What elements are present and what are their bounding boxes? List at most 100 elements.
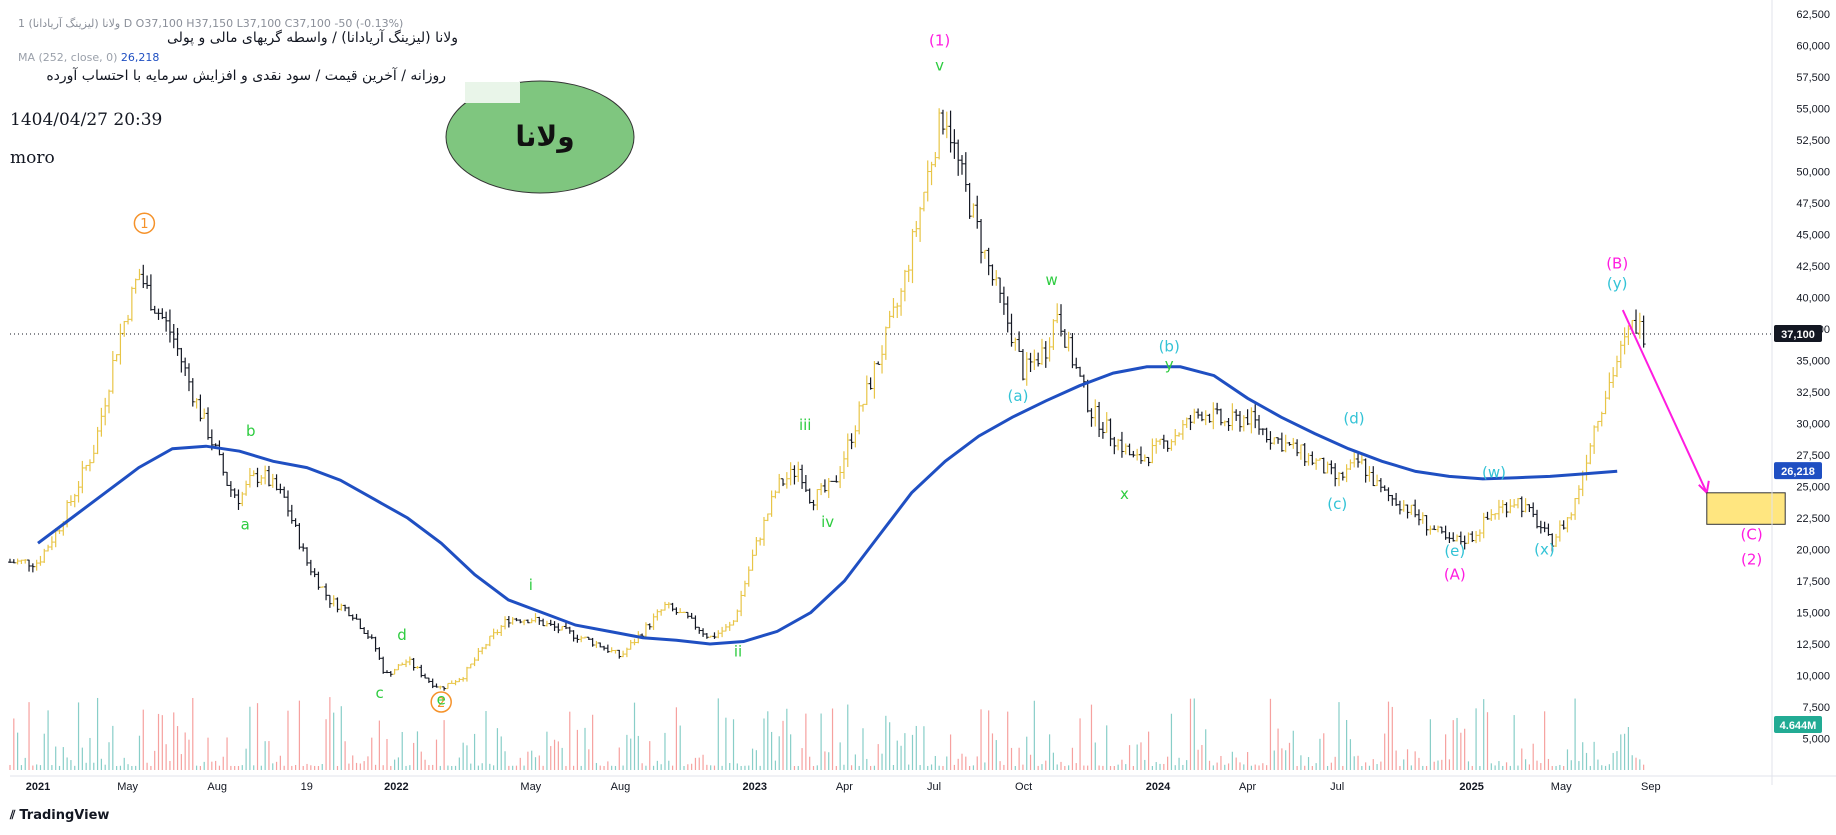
volume-bar — [13, 718, 15, 770]
volume-bar — [249, 706, 251, 770]
volume-bar — [1517, 765, 1519, 770]
volume-bar — [1300, 755, 1302, 770]
volume-bar — [1544, 711, 1546, 770]
volume-bar — [401, 731, 403, 770]
volume-bar — [1018, 747, 1020, 770]
volume-bar — [447, 765, 449, 770]
volume-bar — [1197, 749, 1199, 770]
volume-bar — [828, 752, 830, 770]
volume-bar — [1277, 728, 1279, 770]
volume-bar — [1109, 765, 1112, 770]
volume-bar — [272, 763, 274, 770]
volume-bar — [843, 764, 845, 770]
volume-bar — [477, 765, 479, 770]
volume-bar — [675, 707, 677, 770]
volume-bar — [1113, 766, 1115, 770]
volume-bar — [580, 765, 582, 770]
volume-bar — [146, 762, 148, 770]
last-price-tag: 37,100 — [1781, 329, 1815, 341]
volume-bar — [470, 763, 472, 770]
volume-bar — [972, 765, 975, 770]
volume-bar — [607, 761, 609, 770]
volume-bar — [645, 765, 647, 770]
volume-bar — [816, 765, 818, 770]
volume-bar — [961, 753, 963, 770]
wave-label-circle — [133, 212, 156, 234]
volume-bar — [1505, 762, 1508, 770]
volume-bar — [660, 764, 662, 770]
volume-bar — [1425, 765, 1428, 770]
volume-bar — [306, 763, 308, 770]
volume-bar — [333, 712, 335, 770]
volume-bar — [550, 746, 552, 770]
volume-bar — [458, 757, 460, 770]
volume-bar — [1368, 765, 1371, 770]
volume-bar — [1212, 765, 1214, 770]
volume-bar — [1387, 701, 1390, 770]
volume-bar — [1205, 729, 1207, 770]
volume-bar — [1604, 765, 1607, 770]
wave-label: (2) — [1741, 551, 1762, 569]
volume-bar — [1376, 764, 1378, 770]
volume-bar — [473, 733, 476, 770]
volume-bar — [1570, 760, 1572, 770]
y-tick-label: 15,000 — [1796, 608, 1830, 620]
y-tick-label: 30,000 — [1796, 419, 1830, 431]
volume-bar — [565, 765, 567, 770]
volume-bar — [55, 746, 57, 770]
volume-bar — [100, 758, 102, 770]
x-tick-label: Aug — [611, 781, 631, 793]
volume-bar — [793, 765, 796, 770]
volume-bar — [930, 764, 933, 770]
wave-label: a — [241, 515, 250, 533]
volume-bar — [416, 731, 419, 770]
volume-bar — [1513, 715, 1515, 770]
wave-label: 2 — [437, 696, 445, 711]
volume-bar — [1460, 732, 1462, 770]
volume-bar — [1048, 734, 1051, 770]
y-tick-label: 7,500 — [1802, 702, 1830, 714]
volume-bar — [767, 711, 769, 770]
volume-bar — [900, 745, 902, 770]
volume-bar — [1003, 764, 1005, 770]
volume-bar — [1060, 761, 1062, 770]
volume-bar — [847, 704, 849, 770]
volume-bar — [652, 765, 655, 770]
volume-bar — [1547, 758, 1550, 770]
volume-bar — [138, 735, 141, 770]
volume-bar — [1601, 765, 1603, 770]
volume-bar — [359, 763, 361, 770]
y-tick-label: 57,500 — [1796, 72, 1830, 84]
tradingview-brand[interactable]: ⫽ TradingView — [10, 808, 109, 823]
volume-bar — [1224, 764, 1226, 770]
volume-bar — [1620, 734, 1622, 770]
volume-bar — [1098, 765, 1100, 770]
volume-bar — [820, 713, 822, 770]
volume-bar — [184, 732, 186, 770]
volume-bar — [1231, 751, 1233, 770]
volume-bar — [717, 698, 719, 770]
wave-label: b — [246, 422, 256, 440]
volume-bar — [1189, 698, 1192, 770]
volume-bar — [1041, 764, 1043, 770]
volume-bar — [1266, 765, 1268, 770]
wave-label: d — [397, 626, 407, 644]
y-tick-label: 50,000 — [1796, 167, 1830, 179]
volume-bar — [915, 725, 917, 770]
y-tick-label: 42,500 — [1796, 261, 1830, 273]
volume-bar — [367, 756, 369, 770]
volume-bar — [1395, 750, 1397, 770]
volume-bar — [858, 765, 860, 770]
volume-bar — [969, 765, 971, 770]
volume-bar — [1479, 766, 1481, 770]
volume-bar — [1418, 757, 1420, 770]
volume-bar — [1182, 764, 1184, 770]
volume-bar — [1170, 713, 1173, 770]
volume-bar — [870, 765, 872, 770]
volume-bar — [165, 744, 167, 770]
volume-bar — [885, 715, 887, 770]
volume-bar — [1292, 730, 1294, 770]
volume-bar — [1346, 719, 1348, 770]
wave-label: y — [1165, 355, 1174, 373]
